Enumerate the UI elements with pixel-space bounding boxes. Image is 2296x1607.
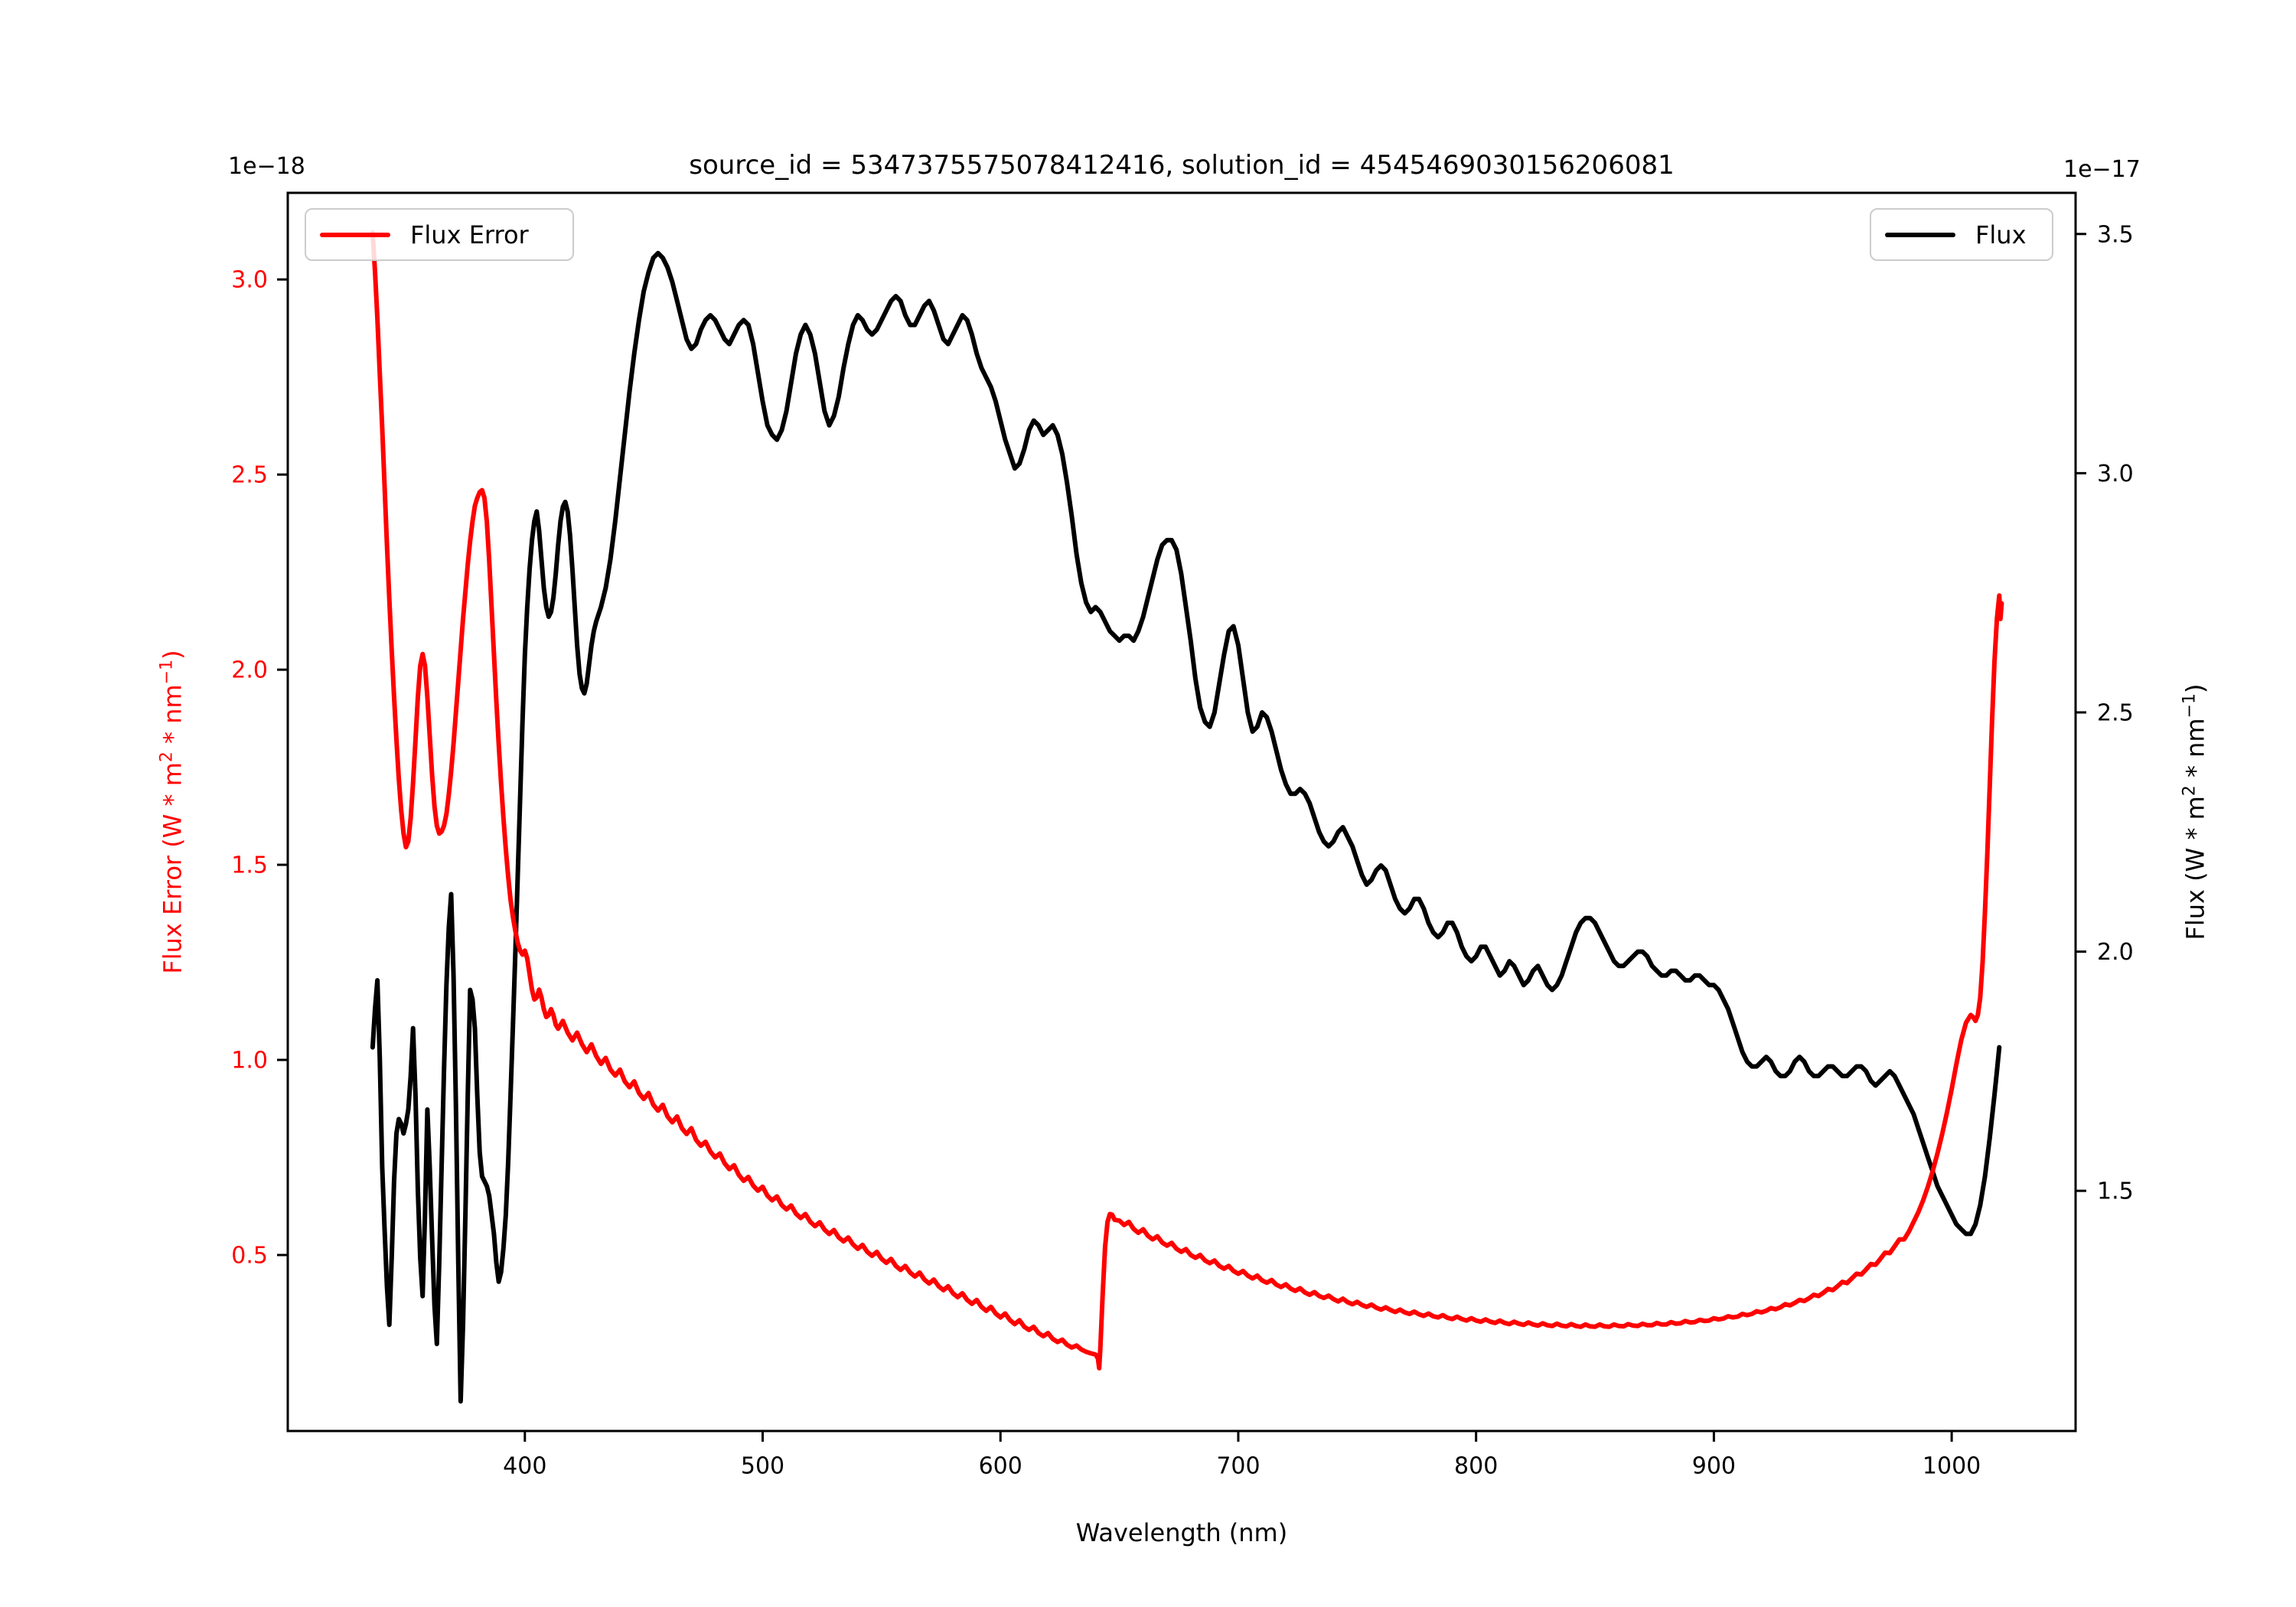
left-y-tick-label: 2.5	[231, 462, 268, 489]
axis-label-text: * nm	[2180, 718, 2210, 786]
chart-title: source_id = 5347375575078412416, solutio…	[689, 150, 1675, 181]
flux-line-sample	[1885, 232, 1955, 237]
left-y-tick-label: 1.0	[231, 1048, 268, 1074]
axis-label-text: * nm	[158, 684, 188, 752]
axis-label-text: )	[2180, 683, 2210, 693]
right-y-tick-label: 2.5	[2097, 699, 2134, 726]
left-y-tick-label: 2.0	[231, 657, 268, 684]
left-axis-scale-offset: 1e−18	[228, 153, 305, 180]
legend-flux-label: Flux	[1975, 220, 2027, 249]
flux-error-curve	[370, 230, 2004, 1371]
right-axis-label: Flux (W * m2 * nm−1)	[2180, 683, 2210, 940]
x-tick-label: 900	[1692, 1453, 1736, 1480]
axis-label-text: )	[158, 650, 188, 660]
flux-curve	[370, 250, 2002, 1404]
x-tick-label: 700	[1216, 1453, 1260, 1480]
legend-flux-error-label: Flux Error	[410, 220, 529, 249]
right-y-tick-label: 3.5	[2097, 221, 2134, 248]
right-y-tick-label: 3.0	[2097, 461, 2134, 487]
x-tick-label: 800	[1454, 1453, 1498, 1480]
left-axis-label: Flux Error (W * m2 * nm−1)	[158, 650, 188, 973]
flux-error-line-sample	[320, 232, 390, 237]
left-y-tick-label: 1.5	[231, 852, 268, 879]
axis-label-text: Flux (W * m	[2180, 796, 2210, 940]
x-tick-label: 600	[979, 1453, 1022, 1480]
x-axis-label: Wavelength (nm)	[1075, 1518, 1288, 1547]
unit-superscript: −1	[157, 659, 177, 685]
unit-superscript: −1	[2180, 693, 2200, 719]
axis-label-text: Flux Error (W * m	[158, 762, 188, 974]
right-y-tick-label: 1.5	[2097, 1178, 2134, 1205]
left-y-tick-label: 0.5	[231, 1243, 268, 1270]
left-y-tick-label: 3.0	[231, 267, 268, 294]
x-tick-label: 400	[503, 1453, 546, 1480]
x-tick-label: 500	[741, 1453, 784, 1480]
legend-flux: Flux	[1870, 208, 2053, 261]
x-tick-label: 1000	[1923, 1453, 1981, 1480]
axes-spines	[286, 191, 2077, 1433]
unit-superscript: 2	[157, 751, 177, 763]
legend-flux-error: Flux Error	[305, 208, 574, 261]
right-axis-scale-offset: 1e−17	[2063, 156, 2141, 183]
right-y-tick-label: 2.0	[2097, 939, 2134, 966]
unit-superscript: 2	[2180, 785, 2200, 797]
